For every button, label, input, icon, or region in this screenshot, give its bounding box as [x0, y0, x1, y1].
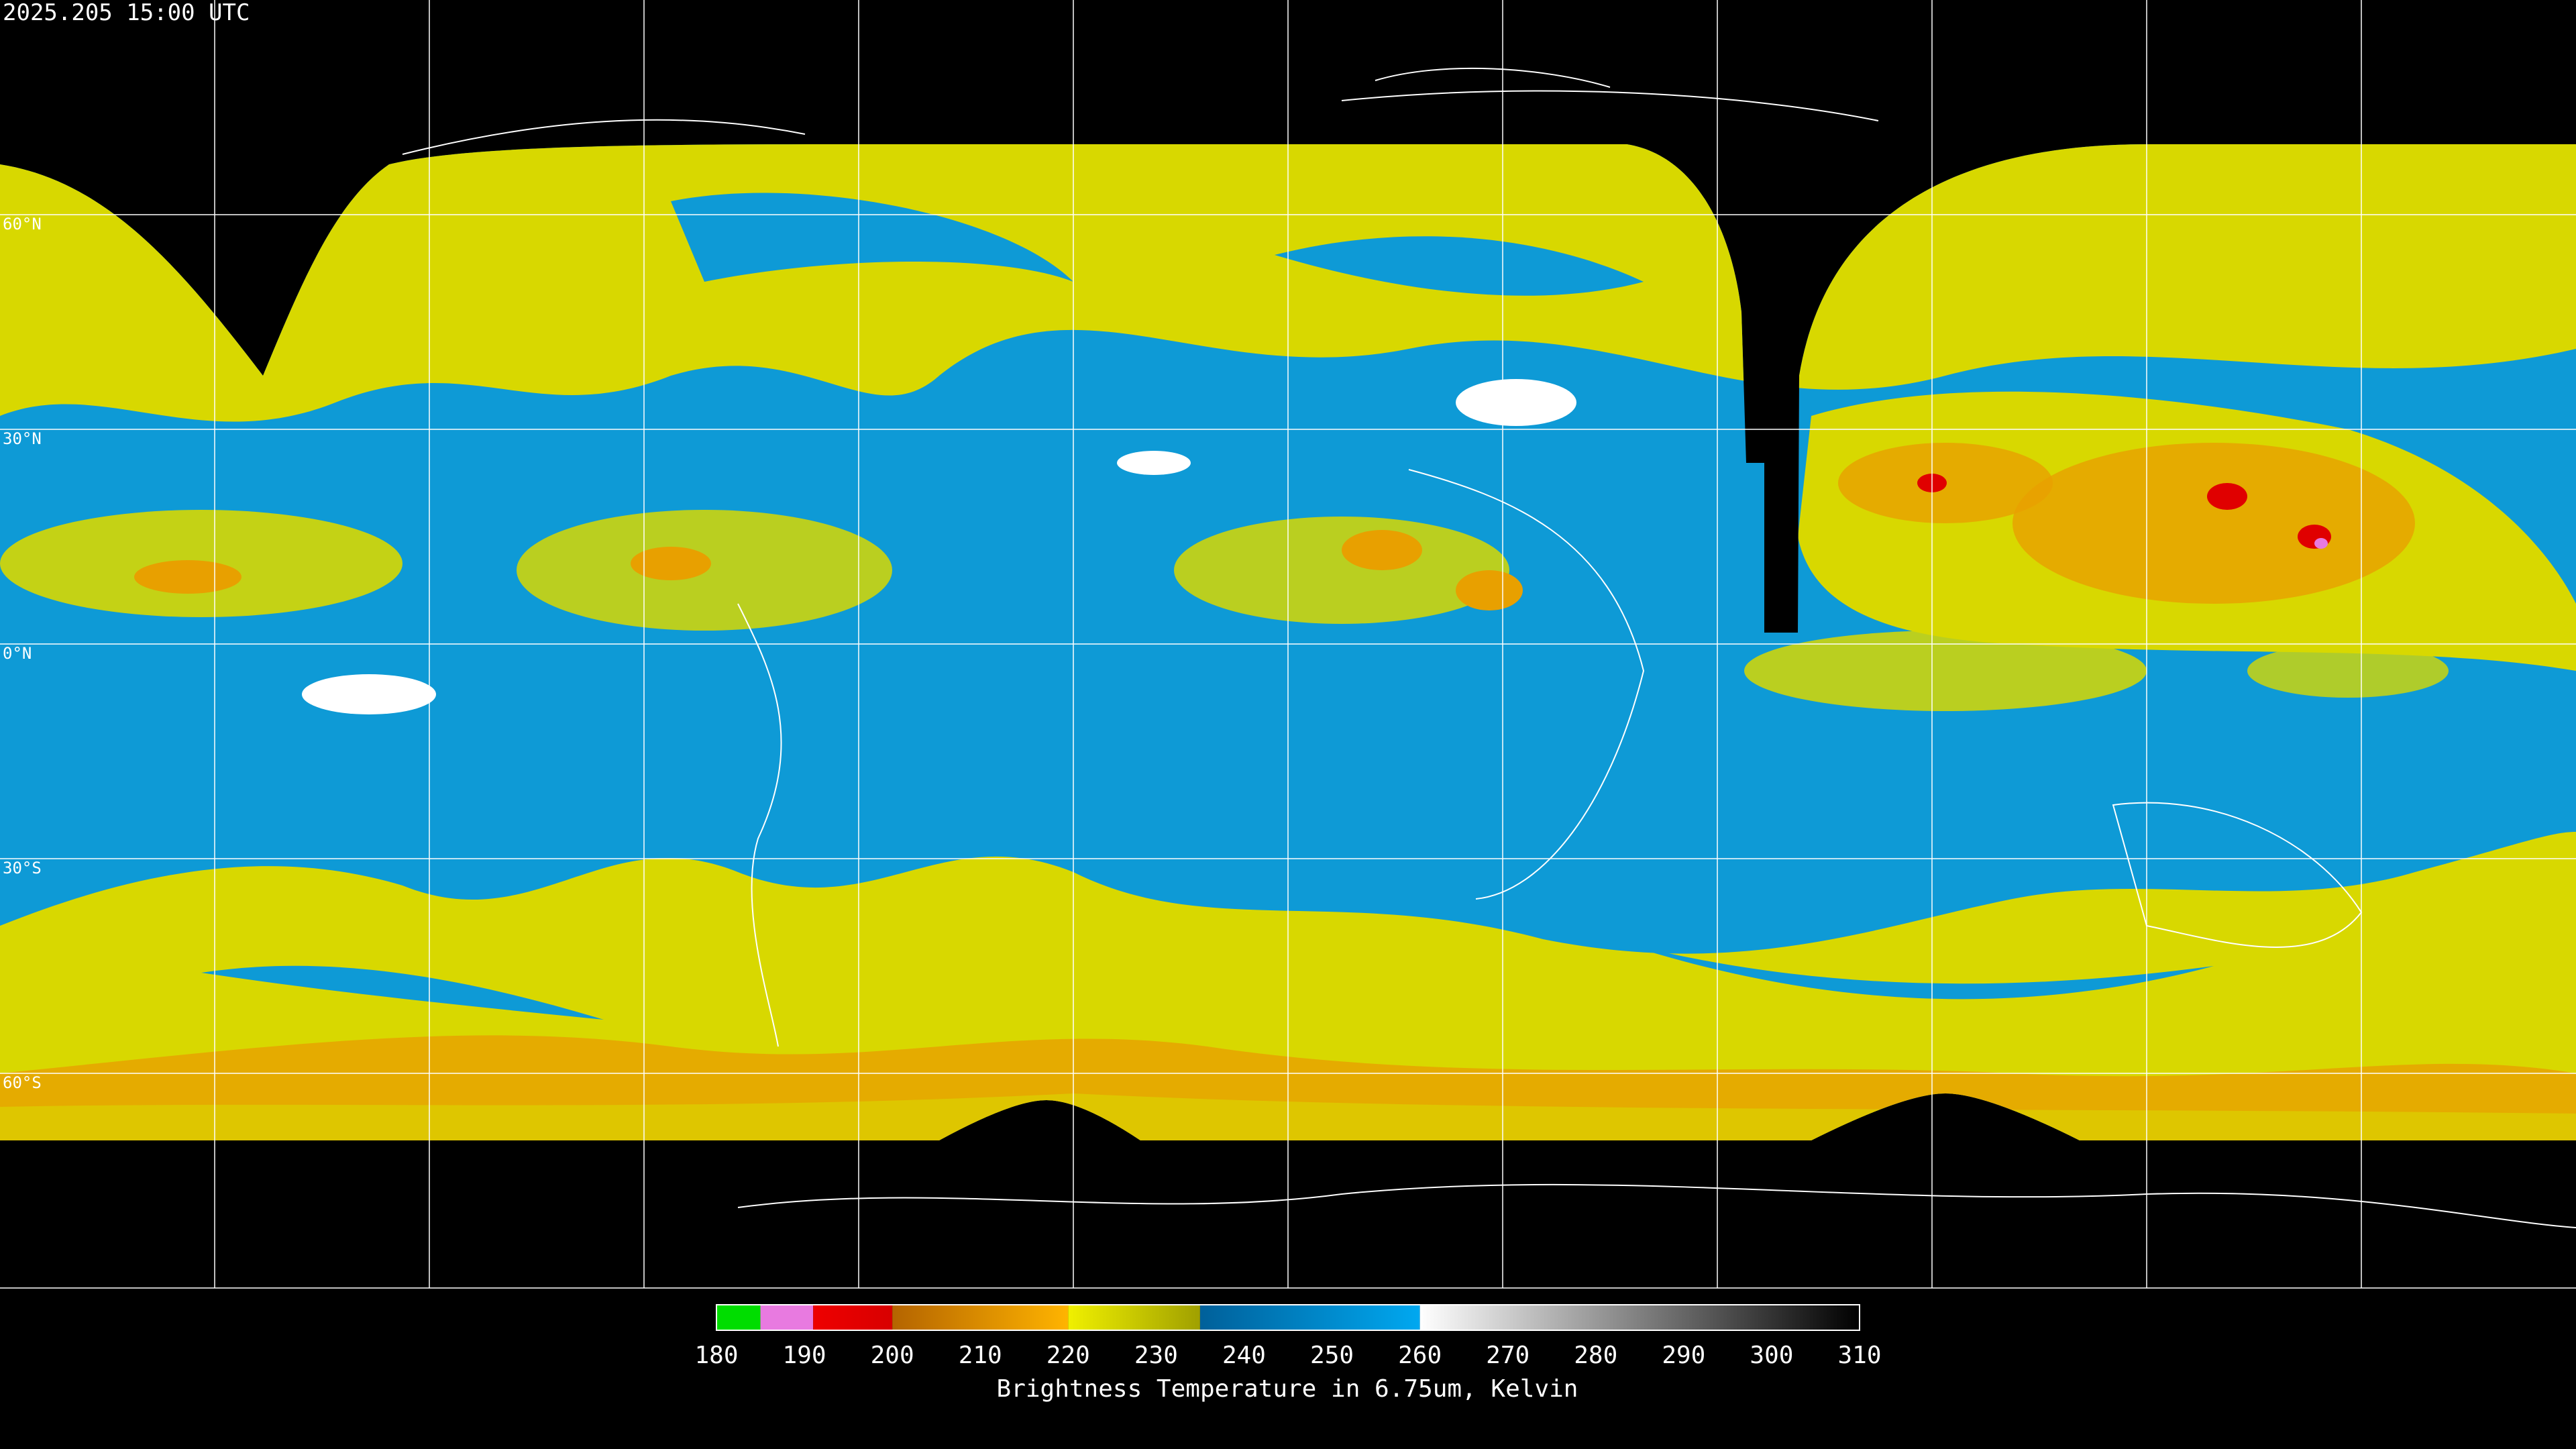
graticule: [0, 0, 2576, 1289]
colorbar-title: Brightness Temperature in 6.75um, Kelvin: [997, 1375, 1578, 1403]
latitude-label: 60°S: [3, 1073, 42, 1092]
colorbar-tick-label: 230: [1134, 1342, 1178, 1369]
latitude-labels: 60°N 30°N 0°N 30°S 60°S: [3, 215, 42, 1092]
colorbar-tick-label: 240: [1222, 1342, 1266, 1369]
colorbar-segment: [813, 1305, 893, 1330]
latitude-label: 60°N: [3, 215, 42, 233]
colorbar-tick-label: 200: [871, 1342, 914, 1369]
colorbar-tick-label: 220: [1046, 1342, 1090, 1369]
timestamp: 2025.205 15:00 UTC: [3, 0, 250, 26]
latitude-label: 30°N: [3, 429, 42, 448]
colorbar-tick-label: 260: [1398, 1342, 1442, 1369]
colorbar-tick-label: 290: [1662, 1342, 1705, 1369]
colorbar-tick-label: 300: [1750, 1342, 1793, 1369]
colorbar-segment: [760, 1305, 814, 1330]
colorbar-segment: [716, 1305, 761, 1330]
colorbar-segment: [892, 1305, 1069, 1330]
colorbar-tick-label: 180: [694, 1342, 738, 1369]
colorbar-tick-label: 210: [959, 1342, 1002, 1369]
colorbar: 180 190 200 210 220 230 240 250 260 270 280 290 300 3…: [694, 1304, 1882, 1369]
colorbar-frame: [716, 1304, 1860, 1331]
colorbar-tick-label: 310: [1837, 1342, 1881, 1369]
colorbar-segment: [1419, 1305, 1860, 1330]
colorbar-tick-label: 270: [1486, 1342, 1529, 1369]
colorbar-segment: [1068, 1305, 1200, 1330]
coastlines: [402, 67, 2576, 1228]
colorbar-tick-label: 190: [783, 1342, 826, 1369]
latitude-label: 0°N: [3, 644, 32, 663]
colorbar-tick-label: 280: [1574, 1342, 1617, 1369]
colorbar-segment: [1199, 1305, 1420, 1330]
latitude-label: 30°S: [3, 859, 42, 877]
colorbar-tick-label: 250: [1310, 1342, 1354, 1369]
